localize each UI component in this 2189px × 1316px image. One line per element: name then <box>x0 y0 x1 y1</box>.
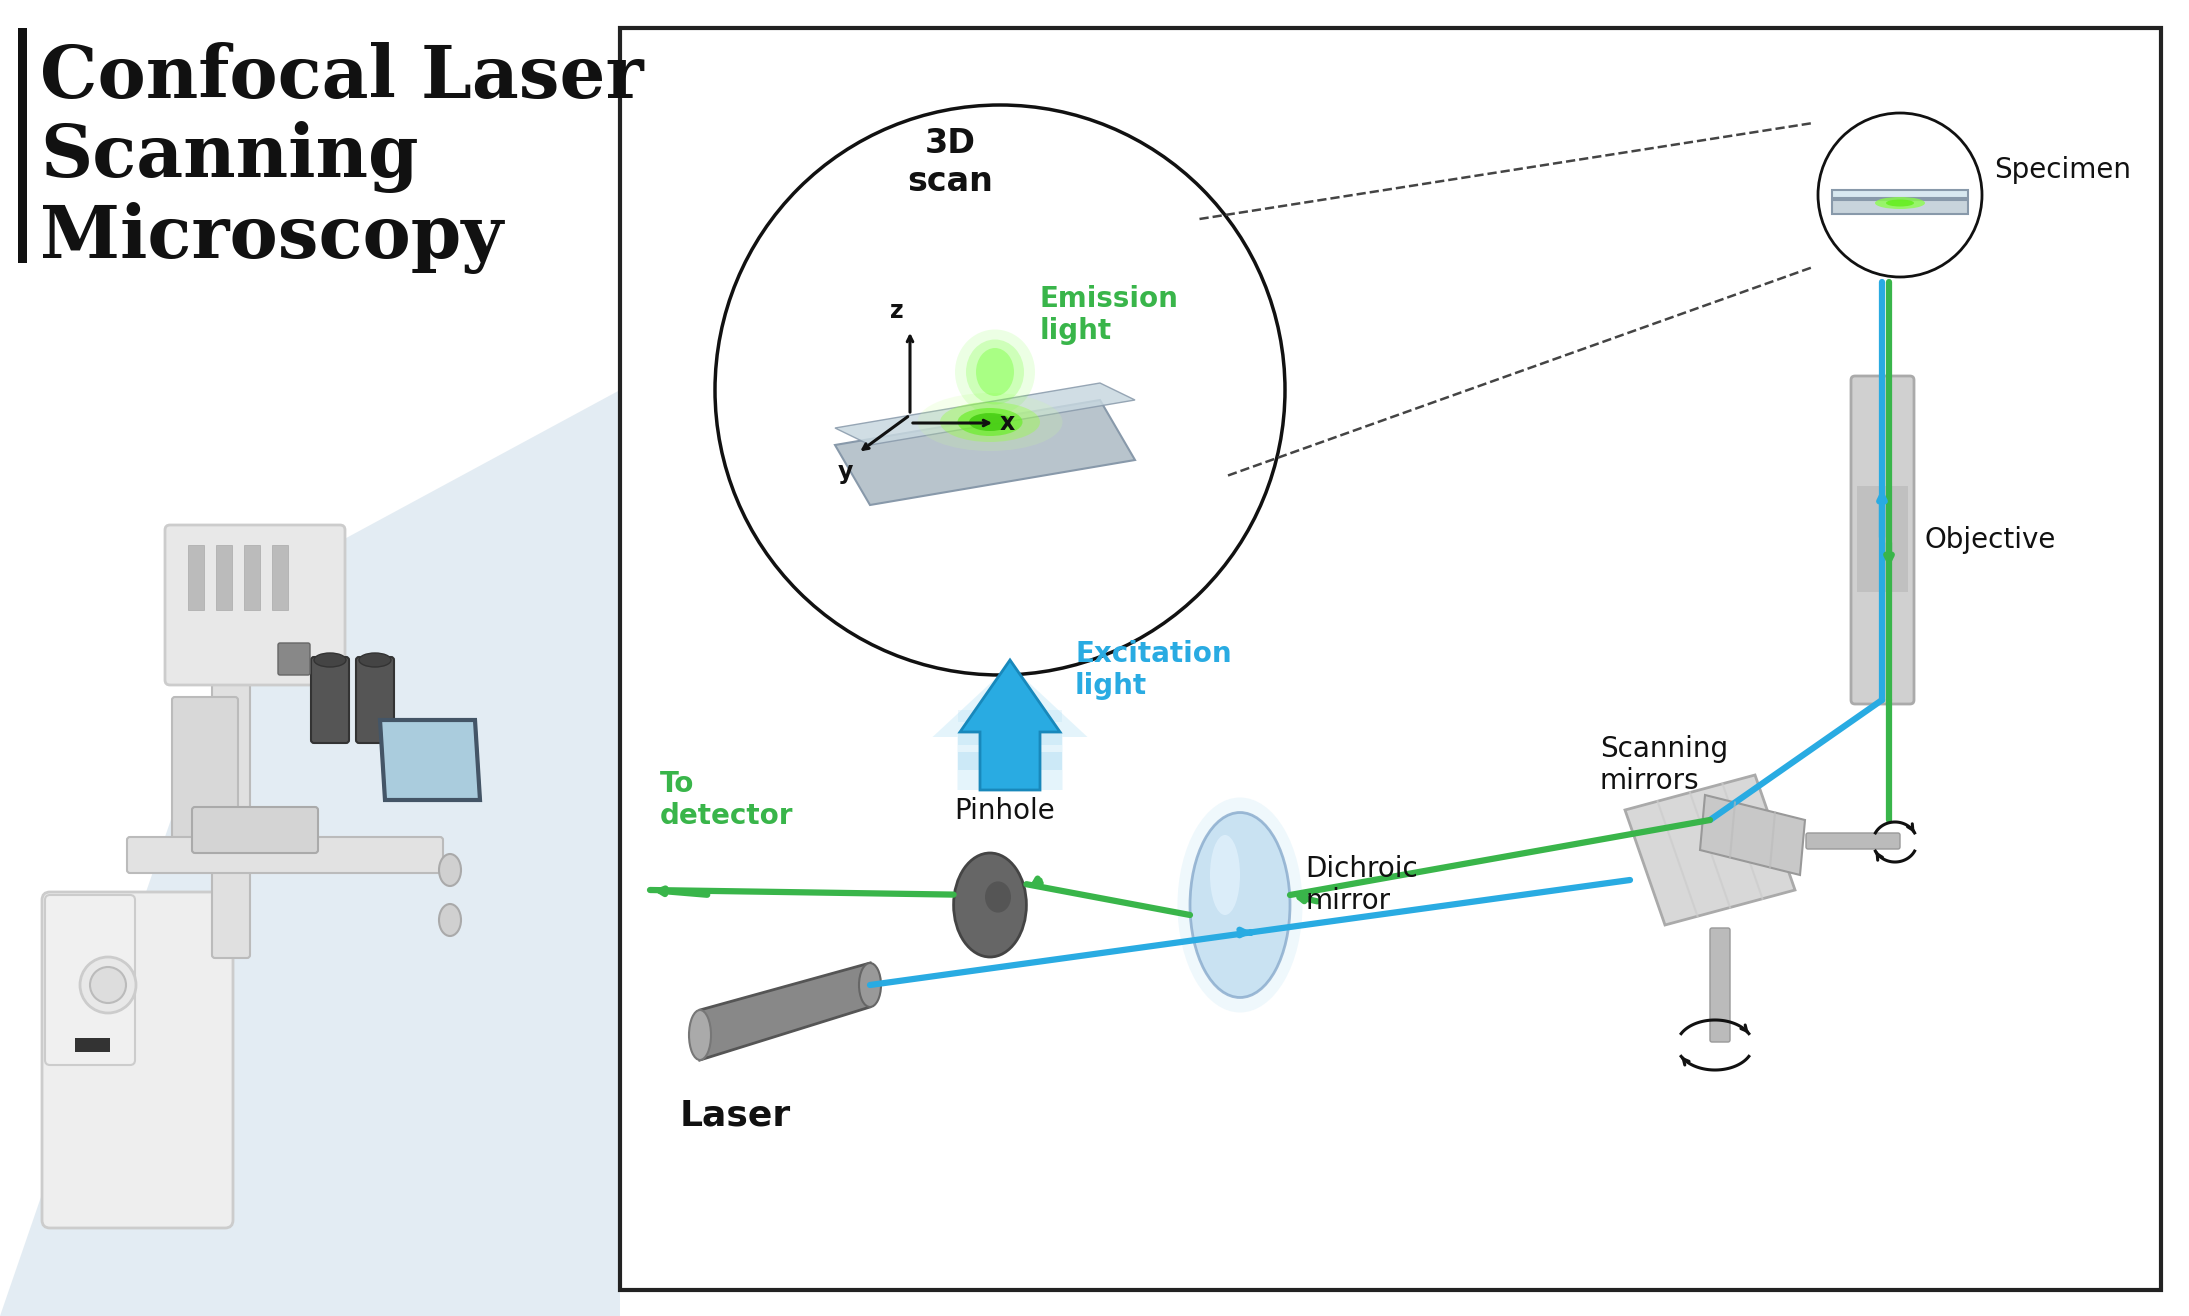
Bar <box>188 545 204 611</box>
Bar <box>271 545 289 611</box>
Ellipse shape <box>858 963 880 1007</box>
Polygon shape <box>1624 775 1795 925</box>
Ellipse shape <box>440 854 462 886</box>
Polygon shape <box>1701 795 1806 875</box>
Ellipse shape <box>970 413 1011 432</box>
FancyBboxPatch shape <box>42 892 232 1228</box>
FancyBboxPatch shape <box>1806 833 1900 849</box>
FancyBboxPatch shape <box>46 895 136 1065</box>
Text: Emission
light: Emission light <box>1040 284 1180 345</box>
Bar <box>1832 200 1968 215</box>
Bar <box>959 751 1062 770</box>
Polygon shape <box>834 383 1136 445</box>
Polygon shape <box>0 390 619 1316</box>
Circle shape <box>81 957 136 1013</box>
FancyBboxPatch shape <box>173 697 239 858</box>
Ellipse shape <box>976 347 1014 396</box>
FancyBboxPatch shape <box>278 644 311 675</box>
Bar <box>0 0 619 1316</box>
Ellipse shape <box>954 329 1035 415</box>
Ellipse shape <box>985 882 1011 912</box>
FancyBboxPatch shape <box>619 28 2161 1290</box>
Ellipse shape <box>359 653 392 667</box>
Circle shape <box>90 967 127 1003</box>
Text: z: z <box>891 299 904 322</box>
FancyArrow shape <box>933 665 1088 790</box>
Ellipse shape <box>1191 812 1289 998</box>
Ellipse shape <box>313 653 346 667</box>
Text: To
detector: To detector <box>661 770 792 830</box>
Ellipse shape <box>917 393 1062 451</box>
FancyBboxPatch shape <box>357 657 394 744</box>
Ellipse shape <box>939 401 1040 442</box>
FancyArrow shape <box>961 661 1059 790</box>
Ellipse shape <box>1211 834 1239 915</box>
Ellipse shape <box>690 1009 711 1059</box>
Ellipse shape <box>965 340 1024 404</box>
Bar <box>1832 190 1968 197</box>
Bar <box>18 28 26 263</box>
FancyBboxPatch shape <box>1710 928 1729 1042</box>
Text: x: x <box>1000 411 1016 436</box>
Text: Excitation
light: Excitation light <box>1075 640 1232 700</box>
Bar <box>243 545 260 611</box>
Ellipse shape <box>1178 797 1302 1012</box>
Polygon shape <box>381 720 479 800</box>
Text: Dichroic
mirror: Dichroic mirror <box>1305 855 1418 915</box>
Text: 3D
scan: 3D scan <box>906 128 994 199</box>
Text: Confocal Laser
Scanning
Microscopy: Confocal Laser Scanning Microscopy <box>39 42 644 274</box>
Text: Laser: Laser <box>681 1098 790 1132</box>
Ellipse shape <box>954 853 1027 957</box>
Polygon shape <box>700 963 869 1059</box>
Bar <box>959 711 1062 722</box>
Circle shape <box>716 105 1285 675</box>
Text: Scanning
mirrors: Scanning mirrors <box>1600 734 1727 795</box>
Polygon shape <box>834 400 1136 505</box>
Text: Pinhole: Pinhole <box>954 797 1055 825</box>
Text: Specimen: Specimen <box>1994 157 2132 184</box>
FancyBboxPatch shape <box>127 837 442 873</box>
FancyBboxPatch shape <box>164 525 346 686</box>
Bar <box>74 1038 109 1051</box>
Ellipse shape <box>957 408 1022 436</box>
FancyBboxPatch shape <box>1852 376 1913 704</box>
FancyBboxPatch shape <box>212 647 250 958</box>
Circle shape <box>1819 113 1981 276</box>
Text: Objective: Objective <box>1924 526 2055 554</box>
Bar <box>1856 486 1909 592</box>
Text: y: y <box>838 461 854 484</box>
Bar <box>217 545 232 611</box>
FancyBboxPatch shape <box>311 657 348 744</box>
Ellipse shape <box>1876 197 1924 209</box>
Ellipse shape <box>440 904 462 936</box>
FancyBboxPatch shape <box>193 807 317 853</box>
Bar <box>959 730 1062 745</box>
Ellipse shape <box>1887 200 1913 207</box>
